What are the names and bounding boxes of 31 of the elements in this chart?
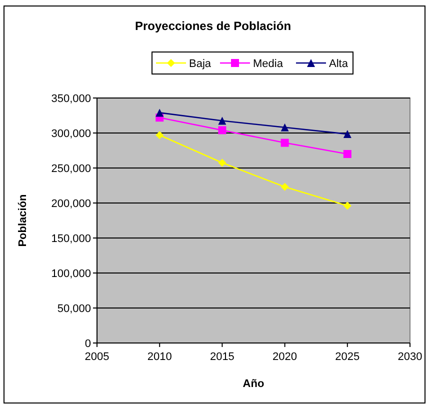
- point: [343, 130, 352, 138]
- point: [156, 131, 164, 140]
- chart-title: Proyecciones de Población: [134, 19, 292, 33]
- legend-label: Media: [253, 58, 284, 70]
- legend-label: Alta: [329, 58, 349, 70]
- point: [218, 126, 226, 134]
- y-tick-label: 300,000: [51, 128, 91, 140]
- point: [218, 158, 226, 167]
- point: [156, 108, 164, 117]
- legend-label: Baja: [189, 58, 212, 70]
- x-tick-label: 2025: [335, 351, 360, 363]
- point: [218, 116, 226, 125]
- y-axis-title: Población: [17, 194, 29, 247]
- x-tick-label: 2005: [84, 351, 110, 363]
- y-tick-label: 250,000: [51, 162, 91, 175]
- y-tick-label: 50,000: [57, 302, 91, 315]
- y-tick-label: 0: [84, 338, 91, 350]
- x-tick-label: 2020: [272, 351, 298, 363]
- y-tick-label: 350,000: [51, 92, 91, 105]
- x-tick-label: 2030: [398, 351, 422, 363]
- point: [280, 123, 289, 132]
- y-tick-label: 100,000: [51, 268, 91, 280]
- x-axis-title: Año: [242, 378, 264, 390]
- x-tick-label: 2015: [210, 351, 234, 363]
- point: [343, 202, 352, 210]
- point: [280, 182, 289, 191]
- x-tick-label: 2010: [147, 351, 172, 363]
- y-tick-label: 200,000: [51, 198, 91, 210]
- point: [280, 138, 289, 147]
- point: [343, 150, 352, 158]
- y-tick-label: 150,000: [51, 232, 91, 245]
